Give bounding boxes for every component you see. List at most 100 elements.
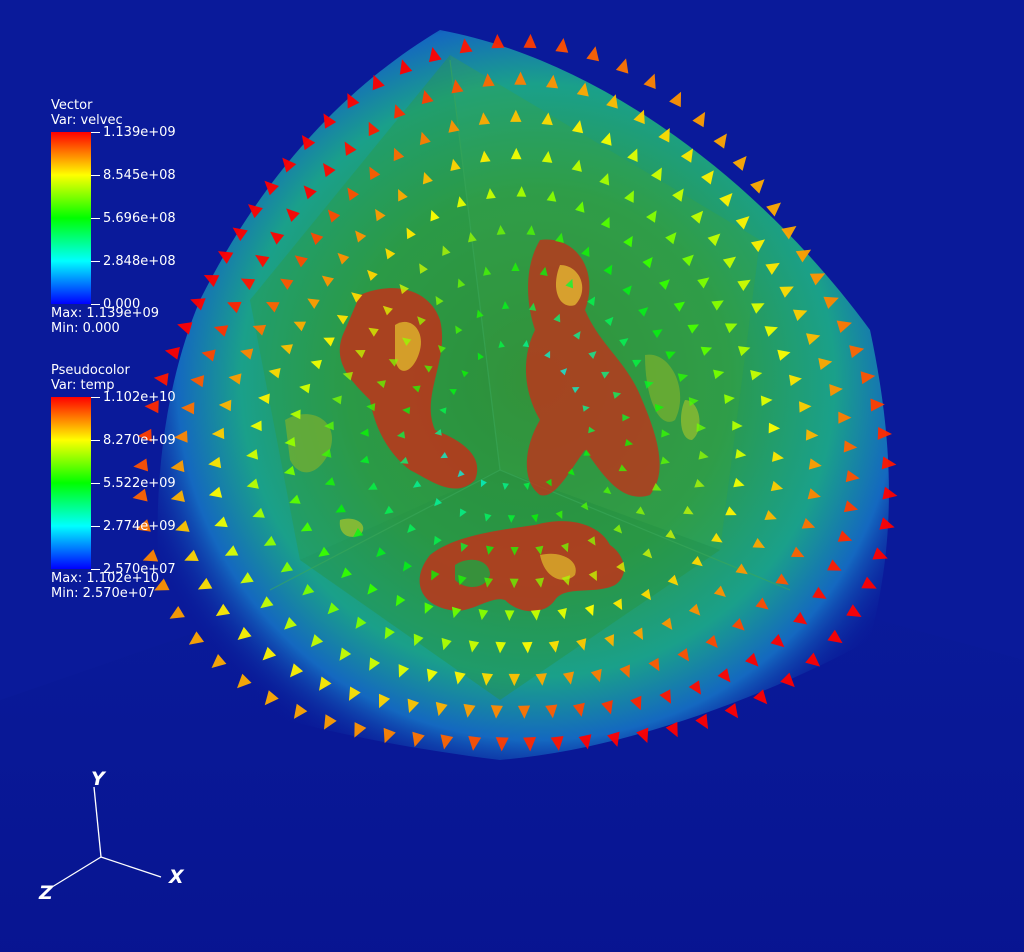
velocity-glyph (644, 380, 654, 389)
pseudocolor-tick: 5.522e+09 (91, 476, 176, 491)
velocity-glyph (463, 703, 476, 718)
velocity-glyph (562, 671, 575, 685)
velocity-glyph (665, 351, 676, 360)
velocity-glyph (624, 438, 634, 447)
velocity-glyph (307, 298, 320, 309)
velocity-glyph (526, 225, 536, 236)
velocity-glyph (751, 303, 765, 314)
velocity-glyph (535, 673, 547, 686)
velocity-glyph (211, 654, 227, 669)
vector-tick: 8.545e+08 (91, 168, 176, 183)
velocity-glyph (700, 346, 713, 356)
velocity-glyph (237, 673, 252, 689)
velocity-glyph (347, 93, 360, 109)
velocity-glyph (541, 112, 553, 126)
velocity-glyph (428, 47, 442, 63)
pseudocolor-tick: 2.774e+09 (91, 519, 176, 534)
velocity-glyph (523, 737, 537, 752)
velocity-glyph (652, 329, 663, 339)
velocity-glyph (733, 477, 745, 488)
velocity-glyph (780, 672, 795, 688)
velocity-glyph (753, 689, 768, 705)
velocity-glyph (266, 301, 280, 313)
velocity-glyph (582, 405, 590, 412)
velocity-glyph (406, 227, 416, 240)
velocity-glyph (384, 505, 394, 515)
velocity-glyph (451, 79, 464, 94)
velocity-glyph (531, 514, 539, 523)
velocity-glyph (646, 210, 657, 223)
velocity-glyph (459, 38, 473, 54)
velocity-glyph (240, 278, 256, 291)
velocity-glyph (643, 73, 656, 90)
velocity-glyph (484, 513, 492, 522)
velocity-glyph (539, 266, 548, 276)
velocity-glyph (722, 256, 737, 269)
velocity-glyph (394, 104, 406, 119)
velocity-glyph (232, 227, 248, 241)
velocity-glyph (293, 703, 308, 719)
velocity-glyph (661, 429, 671, 438)
velocity-glyph (764, 510, 777, 520)
velocity-glyph (624, 190, 634, 203)
velocity-glyph (622, 413, 631, 422)
velocity-glyph (282, 157, 297, 173)
velocity-glyph (523, 33, 537, 49)
velocity-glyph (433, 535, 442, 546)
velocity-glyph (622, 285, 632, 296)
velocity-glyph (565, 278, 574, 289)
velocity-glyph (514, 71, 527, 85)
velocity-glyph (217, 251, 234, 264)
velocity-glyph (691, 555, 703, 567)
velocity-glyph (376, 547, 386, 558)
velocity-glyph (175, 520, 190, 532)
velocity-glyph (768, 422, 781, 434)
velocity-glyph (270, 231, 285, 245)
velocity-glyph (677, 648, 690, 662)
velocity-glyph (480, 479, 487, 488)
velocity-glyph (461, 370, 469, 378)
velocity-glyph (458, 574, 467, 586)
velocity-glyph (412, 385, 421, 393)
velocity-glyph (201, 349, 216, 362)
velocity-glyph (468, 736, 482, 751)
velocity-glyph (661, 617, 673, 630)
velocity-glyph (435, 701, 448, 717)
velocity-glyph (367, 583, 378, 595)
velocity-glyph (324, 421, 334, 431)
velocity-glyph (517, 705, 531, 719)
velocity-glyph (636, 727, 649, 744)
velocity-glyph (660, 456, 670, 465)
velocity-glyph (688, 680, 702, 695)
velocity-glyph (572, 702, 585, 717)
velocity-glyph (211, 427, 225, 440)
z-axis-line (51, 856, 102, 888)
velocity-glyph (510, 546, 519, 556)
velocity-glyph (169, 606, 185, 619)
velocity-glyph (246, 449, 259, 460)
velocity-glyph (355, 616, 367, 629)
velocity-glyph (619, 338, 629, 347)
velocity-glyph (280, 561, 294, 573)
velocity-glyph (337, 252, 350, 265)
velocity-glyph (430, 209, 440, 222)
velocity-glyph (495, 641, 506, 654)
velocity-glyph (442, 245, 451, 256)
velocity-glyph (601, 699, 613, 715)
velocity-glyph (795, 249, 812, 263)
velocity-glyph (450, 158, 461, 171)
velocity-glyph (378, 693, 391, 709)
velocity-glyph (696, 423, 707, 433)
velocity-glyph (507, 515, 516, 523)
velocity-glyph (735, 216, 750, 230)
velocity-glyph (764, 326, 778, 337)
velocity-glyph (227, 301, 242, 314)
vector-legend-title: Vector (51, 98, 93, 113)
velocity-glyph (604, 316, 614, 326)
velocity-glyph (457, 278, 466, 289)
velocity-glyph (581, 246, 590, 257)
pseudocolor-colorbar (51, 397, 91, 569)
velocity-glyph (252, 507, 265, 518)
